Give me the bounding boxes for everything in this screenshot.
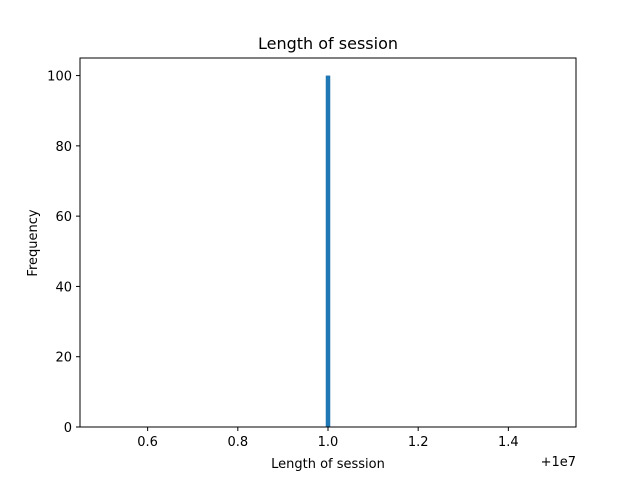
y-tick-label: 20	[55, 351, 72, 366]
x-ticks-layer: 0.6 0.8 1.0 1.2 1.4	[137, 427, 519, 450]
x-tick-label: 0.6	[137, 435, 158, 450]
y-axis-label: Frequency	[26, 209, 41, 276]
x-axis-offset-label: +1e7	[541, 455, 576, 470]
x-tick-label: 1.2	[408, 435, 429, 450]
y-tick-label: 60	[55, 210, 72, 225]
chart-title: Length of session	[258, 34, 398, 53]
y-tick-label: 40	[55, 280, 72, 295]
y-ticks-layer: 0 20 40 60 80 100	[47, 70, 80, 436]
x-tick-label: 0.8	[227, 435, 248, 450]
x-tick-label: 1.0	[318, 435, 339, 450]
histogram-bar-0	[325, 75, 331, 428]
y-tick-label: 0	[64, 421, 72, 436]
x-tick-label: 1.4	[498, 435, 519, 450]
y-tick-label: 80	[55, 140, 72, 155]
x-axis-label: Length of session	[271, 457, 385, 472]
y-tick-label: 100	[47, 70, 72, 85]
bars-layer	[325, 75, 331, 428]
